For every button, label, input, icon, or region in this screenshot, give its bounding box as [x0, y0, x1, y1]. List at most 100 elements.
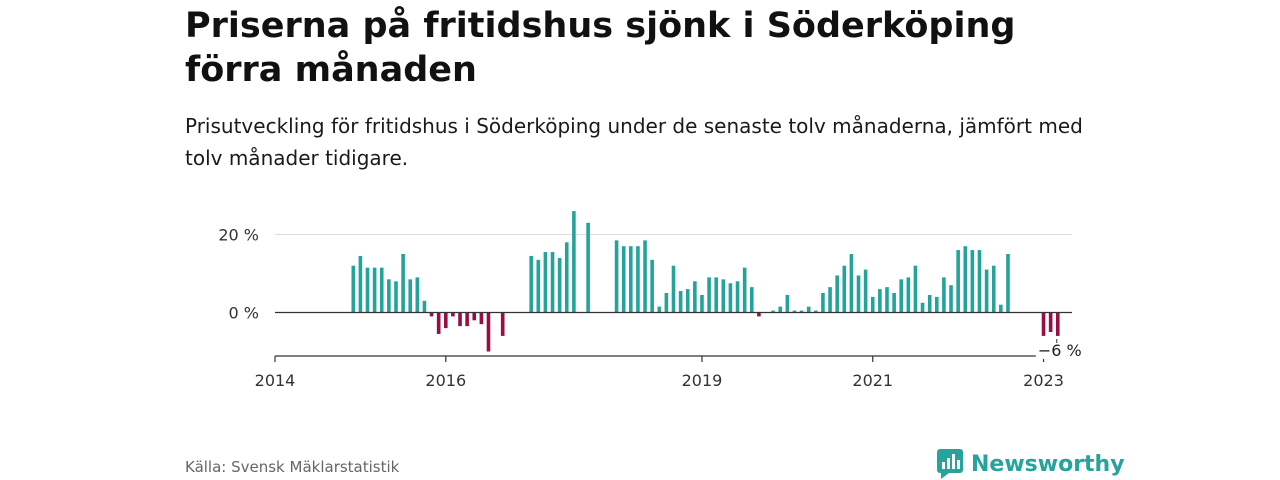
- bars-layer: [351, 211, 1060, 352]
- bar: [856, 275, 861, 313]
- bar: [728, 283, 733, 313]
- bar: [387, 279, 391, 313]
- bar: [671, 265, 676, 313]
- y-tick-label: 20 %: [218, 226, 259, 245]
- bar: [963, 246, 968, 313]
- x-tick-label: 2014: [255, 371, 296, 390]
- bar: [913, 265, 918, 313]
- bar: [814, 310, 818, 313]
- bar: [443, 312, 448, 329]
- bar: [999, 304, 1003, 313]
- bar: [1006, 254, 1010, 313]
- bar: [643, 240, 647, 313]
- bar: [707, 277, 711, 313]
- bar: [693, 281, 697, 313]
- bar: [899, 279, 904, 313]
- bar: [650, 259, 654, 313]
- bar: [942, 277, 946, 313]
- bar: [429, 312, 434, 317]
- bar: [408, 279, 413, 313]
- bar: [472, 312, 477, 321]
- y-tick-label: 0 %: [229, 304, 259, 323]
- bar: [372, 267, 377, 313]
- bar: [1048, 312, 1053, 332]
- bar: [778, 306, 783, 313]
- bar: [927, 294, 932, 313]
- bar: [415, 277, 420, 313]
- bar: [920, 302, 925, 313]
- bar: [636, 246, 640, 313]
- bar: [657, 306, 662, 313]
- bar: [735, 281, 740, 313]
- bar: [678, 291, 683, 313]
- bar: [878, 289, 882, 313]
- bar: [842, 265, 847, 313]
- bar: [550, 252, 555, 313]
- bar: [451, 312, 455, 317]
- bar: [401, 254, 405, 313]
- bar: [486, 312, 491, 352]
- x-tick-label: 2023: [1023, 371, 1064, 390]
- x-tick-label: 2016: [425, 371, 466, 390]
- bar: [870, 296, 875, 313]
- annotation-layer: −6 %: [1035, 339, 1082, 360]
- bar: [742, 267, 747, 313]
- x-tick-label: 2021: [852, 371, 893, 390]
- bar: [586, 222, 590, 313]
- bar: [365, 267, 370, 313]
- bar: [700, 294, 704, 313]
- bar: [351, 265, 356, 313]
- bar: [799, 310, 804, 313]
- bar: [685, 289, 690, 313]
- bar: [614, 240, 619, 313]
- bar: [500, 312, 505, 336]
- bar: [572, 211, 576, 313]
- bar: [479, 312, 484, 325]
- bar: [906, 277, 911, 313]
- bar: [536, 259, 541, 313]
- bar: [863, 269, 868, 313]
- bar: [757, 312, 761, 317]
- bar: [835, 275, 839, 313]
- bar: [543, 252, 548, 313]
- bar: [934, 296, 939, 313]
- bar: [1055, 312, 1060, 336]
- source-note: Källa: Svensk Mäklarstatistik: [185, 458, 400, 476]
- bar: [394, 281, 398, 313]
- bar: [984, 269, 989, 313]
- bar: [970, 250, 975, 313]
- bar: [436, 312, 441, 334]
- bar: [885, 287, 889, 313]
- bar: [1041, 312, 1046, 336]
- bar: [721, 279, 726, 313]
- chart-title: Priserna på fritidshus sjönk i Söderköpi…: [185, 6, 1016, 90]
- bar: [664, 293, 669, 313]
- bar: [358, 255, 363, 313]
- bar: [828, 287, 832, 313]
- bar: [379, 267, 384, 313]
- bar: [792, 310, 797, 313]
- bar: [465, 312, 469, 327]
- bar: [557, 257, 562, 313]
- bar: [785, 294, 790, 313]
- bar: [956, 250, 960, 313]
- bar: [821, 293, 825, 313]
- bar: [422, 300, 427, 313]
- bar: [458, 312, 462, 327]
- bar: [771, 310, 775, 313]
- annotation-label: −6 %: [1038, 341, 1082, 360]
- axis-layer: 0 % 20 % 2014 2016 2019 2021 2023: [218, 226, 1072, 390]
- x-tick-label: 2019: [682, 371, 723, 390]
- bar: [564, 242, 569, 313]
- annotation-background: [1035, 341, 1082, 359]
- bar: [849, 254, 854, 313]
- bar: [629, 246, 633, 313]
- bar: [806, 306, 811, 313]
- newsworthy-logo-icon: [937, 449, 963, 479]
- bar: [991, 265, 996, 313]
- bar-chart: 0 % 20 % 2014 2016 2019 2021 2023 −6 %: [218, 211, 1082, 390]
- bar: [714, 277, 718, 313]
- bar: [749, 287, 754, 313]
- brand-logo: Newsworthy: [937, 449, 1125, 479]
- bar: [529, 255, 533, 313]
